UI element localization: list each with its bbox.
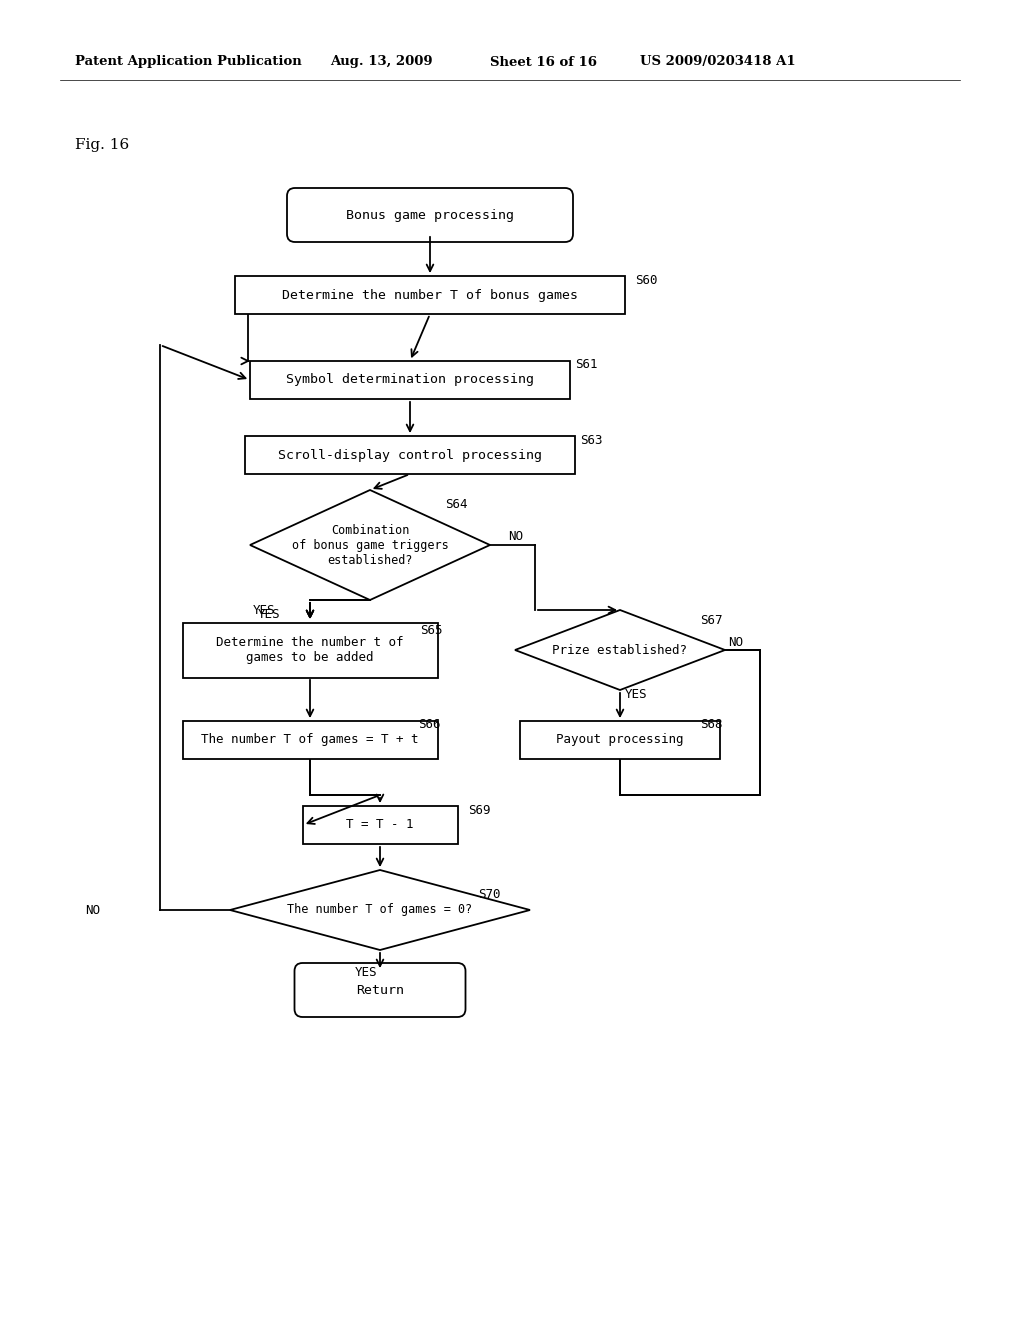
Text: NO: NO [508,531,523,544]
Text: S67: S67 [700,614,723,627]
Text: US 2009/0203418 A1: US 2009/0203418 A1 [640,55,796,69]
Text: S60: S60 [635,273,657,286]
FancyBboxPatch shape [295,964,466,1016]
Text: Sheet 16 of 16: Sheet 16 of 16 [490,55,597,69]
Bar [234,276,625,314]
Bar [520,721,720,759]
Polygon shape [230,870,530,950]
Bar [245,436,575,474]
Text: Return: Return [356,983,404,997]
Bar [182,623,437,677]
Text: NO: NO [85,903,100,916]
Text: The number T of games = T + t: The number T of games = T + t [202,734,419,747]
Text: S66: S66 [418,718,440,731]
Bar [250,360,570,399]
Text: Symbol determination processing: Symbol determination processing [286,374,534,387]
Text: S69: S69 [468,804,490,817]
Polygon shape [250,490,490,601]
Bar [182,721,437,759]
Text: S70: S70 [478,888,501,902]
Text: S61: S61 [575,359,597,371]
Text: Aug. 13, 2009: Aug. 13, 2009 [330,55,432,69]
Text: YES: YES [253,603,275,616]
Text: Scroll-display control processing: Scroll-display control processing [278,449,542,462]
Text: Determine the number T of bonus games: Determine the number T of bonus games [282,289,578,301]
Text: YES: YES [625,689,647,701]
Polygon shape [515,610,725,690]
Text: Combination
of bonus game triggers
established?: Combination of bonus game triggers estab… [292,524,449,566]
Text: Patent Application Publication: Patent Application Publication [75,55,302,69]
Text: T = T - 1: T = T - 1 [346,818,414,832]
Text: Determine the number t of
games to be added: Determine the number t of games to be ad… [216,636,403,664]
FancyBboxPatch shape [287,187,573,242]
Text: S63: S63 [580,433,602,446]
Text: Fig. 16: Fig. 16 [75,139,129,152]
Text: S64: S64 [445,499,468,511]
Text: Payout processing: Payout processing [556,734,684,747]
Text: YES: YES [355,966,378,979]
Text: YES: YES [258,609,281,622]
Bar [302,807,458,843]
Text: NO: NO [728,635,743,648]
Text: S65: S65 [420,623,442,636]
Text: The number T of games = 0?: The number T of games = 0? [288,903,473,916]
Text: Prize established?: Prize established? [553,644,687,656]
Text: S68: S68 [700,718,723,730]
Text: Bonus game processing: Bonus game processing [346,209,514,222]
